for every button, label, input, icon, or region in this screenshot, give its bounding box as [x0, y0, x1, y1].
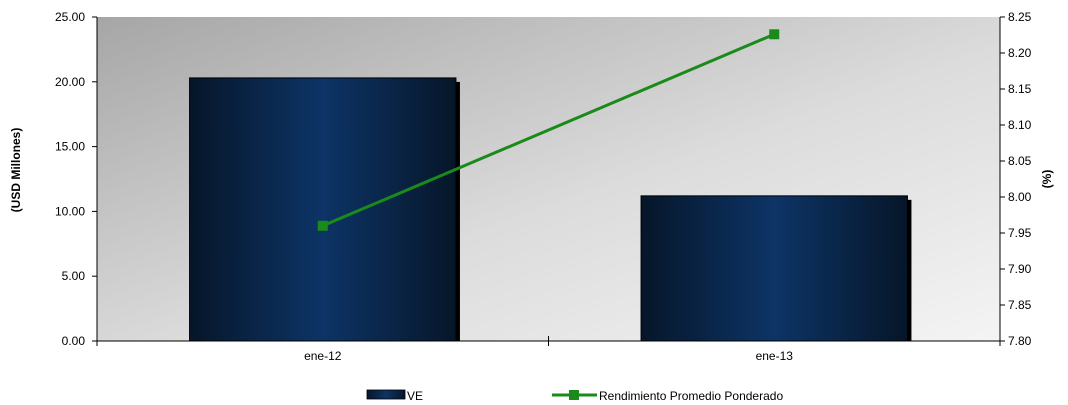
- x-axis-ticks: ene-12 ene-13: [96, 336, 1001, 363]
- left-axis-ticks: 0.00 5.00 10.00 15.00 20.00 25.00: [55, 10, 97, 348]
- line-rendimiento: [322, 32, 775, 228]
- bar-ene-13: [640, 195, 908, 342]
- legend-marker-rendimiento: [569, 390, 579, 400]
- y-axis-title: (USD Millones): [9, 128, 23, 213]
- y-tick-label: 20.00: [55, 75, 85, 89]
- legend: VE Rendimiento Promedio Ponderado: [366, 389, 783, 403]
- y2-tick-label: 8.20: [1008, 46, 1032, 60]
- y-tick-label: 15.00: [55, 140, 85, 154]
- legend-swatch-ve: [366, 389, 406, 400]
- y-tick-label: 0.00: [62, 334, 86, 348]
- bars-layer: [189, 77, 912, 342]
- y2-tick-label: 7.95: [1008, 226, 1032, 240]
- y2-tick-label: 7.85: [1008, 298, 1032, 312]
- y2-tick-label: 8.00: [1008, 190, 1032, 204]
- x-tick-label: ene-12: [304, 349, 342, 363]
- legend-label-rendimiento: Rendimiento Promedio Ponderado: [599, 389, 783, 403]
- y-tick-label: 10.00: [55, 204, 85, 218]
- legend-label-ve: VE: [407, 389, 423, 403]
- y-tick-label: 5.00: [62, 269, 86, 283]
- legend-item-rendimiento: Rendimiento Promedio Ponderado: [552, 389, 783, 403]
- y2-tick-label: 8.25: [1008, 10, 1032, 24]
- line-layer: [317, 29, 780, 231]
- y2-tick-label: 8.05: [1008, 154, 1032, 168]
- y2-tick-label: 8.15: [1008, 82, 1032, 96]
- y2-tick-label: 7.80: [1008, 334, 1032, 348]
- bar-ene-12: [189, 77, 457, 342]
- y2-tick-label: 7.90: [1008, 262, 1032, 276]
- line-point-ene-13: [769, 29, 780, 40]
- x-tick-label: ene-13: [756, 349, 794, 363]
- right-axis-ticks: 7.80 7.85 7.90 7.95 8.00 8.05 8.10 8.15 8.20 8.25: [1000, 10, 1032, 348]
- line-point-ene-12: [317, 220, 328, 231]
- y-tick-label: 25.00: [55, 10, 85, 24]
- y2-axis-title: (%): [1040, 170, 1054, 189]
- legend-item-ve: VE: [366, 389, 423, 403]
- y2-tick-label: 8.10: [1008, 118, 1032, 132]
